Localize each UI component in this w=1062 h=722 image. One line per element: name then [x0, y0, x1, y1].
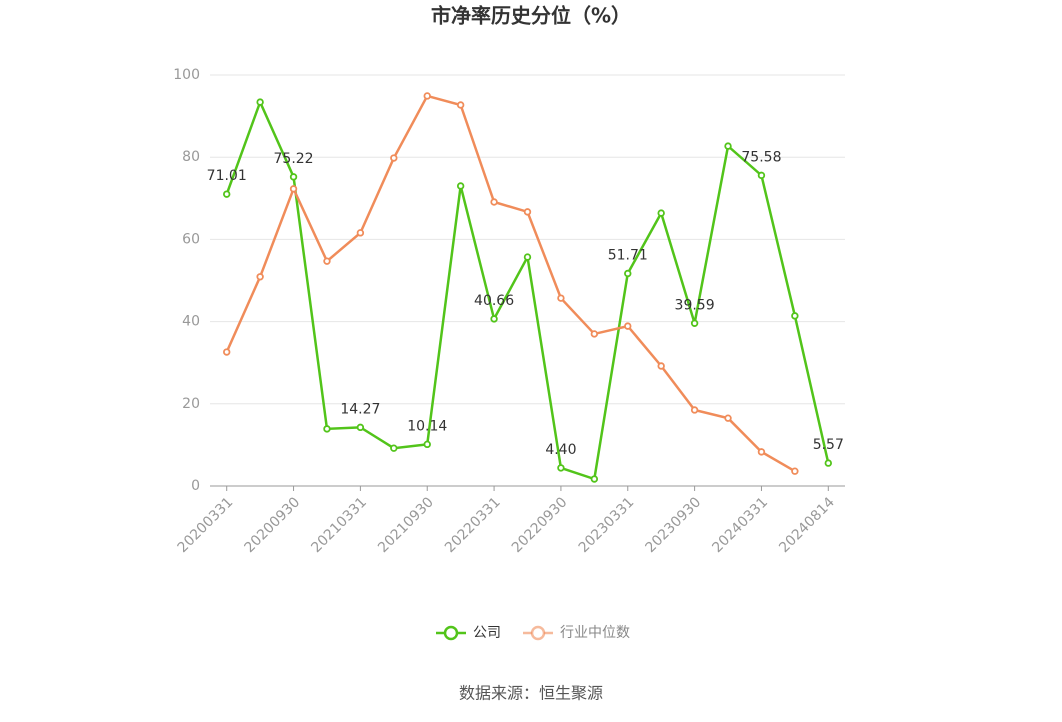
data-point: [256, 273, 264, 281]
data-label: 40.66: [474, 293, 514, 309]
data-point: [557, 464, 565, 472]
data-point: [323, 425, 331, 433]
data-point: [490, 315, 498, 323]
data-point: [624, 322, 632, 330]
data-point: [289, 173, 298, 181]
data-point: [523, 208, 532, 216]
data-point: [423, 440, 431, 449]
data-label: 71.01: [207, 168, 247, 184]
data-point: [824, 459, 832, 467]
data-point: [757, 171, 766, 180]
x-tick-label: 20240814: [776, 494, 838, 556]
legend-marker: [530, 625, 546, 641]
data-point: [724, 142, 732, 150]
x-tick-label: 20220930: [509, 494, 571, 556]
x-tick-label: 20240331: [709, 494, 771, 556]
data-point: [356, 423, 365, 432]
data-point: [356, 229, 365, 237]
data-point: [390, 444, 398, 452]
x-tick-label: 20220331: [442, 494, 504, 556]
series-line: [225, 98, 830, 481]
data-point: [590, 475, 599, 483]
data-label: 4.40: [545, 442, 576, 458]
y-tick-label: 20: [182, 396, 200, 412]
series-line: [225, 94, 796, 473]
data-point: [490, 198, 498, 206]
data-point: [256, 98, 264, 106]
data-point: [791, 312, 799, 320]
legend-marker: [443, 625, 459, 641]
y-tick-label: 80: [182, 149, 200, 165]
chart-title: 市净率历史分位（%）: [431, 4, 631, 28]
data-point: [289, 185, 298, 193]
data-point: [523, 253, 532, 261]
data-label: 10.14: [407, 418, 447, 434]
data-label: 75.58: [741, 149, 781, 165]
y-tick-label: 100: [173, 67, 200, 83]
data-point: [456, 182, 465, 190]
source: 数据来源：恒生聚源: [459, 684, 603, 703]
data-point: [390, 154, 398, 162]
data-label: 39.59: [675, 297, 715, 313]
data-label: 75.22: [274, 151, 314, 167]
data-label: 51.71: [608, 247, 648, 263]
data-point: [223, 348, 231, 356]
y-tick-label: 40: [182, 314, 200, 330]
x-tick-label: 20200930: [242, 494, 304, 556]
data-point: [690, 319, 699, 327]
data-point: [456, 101, 465, 109]
data-label: 5.57: [813, 437, 844, 453]
data-label: 14.27: [340, 401, 380, 417]
x-tick-label: 20210930: [375, 494, 437, 556]
x-tick-label: 20200331: [175, 494, 237, 556]
y-tick-label: 60: [182, 231, 200, 247]
data-point: [423, 92, 431, 100]
x-tick-label: 20230331: [576, 494, 638, 556]
data-point: [223, 190, 231, 198]
x-tick-label: 20210331: [308, 494, 370, 556]
data-point: [323, 257, 331, 265]
legend-label: 行业中位数: [560, 625, 630, 641]
data-point: [690, 406, 699, 414]
data-point: [657, 362, 665, 370]
x-tick-label: 20230930: [643, 494, 705, 556]
data-point: [724, 414, 732, 422]
y-tick-label: 0: [191, 478, 200, 494]
data-point: [657, 209, 665, 217]
data-point: [757, 448, 766, 456]
data-point: [590, 330, 599, 338]
data-point: [791, 467, 799, 475]
data-point: [624, 269, 632, 278]
data-point: [557, 294, 565, 302]
legend-label: 公司: [473, 625, 501, 641]
